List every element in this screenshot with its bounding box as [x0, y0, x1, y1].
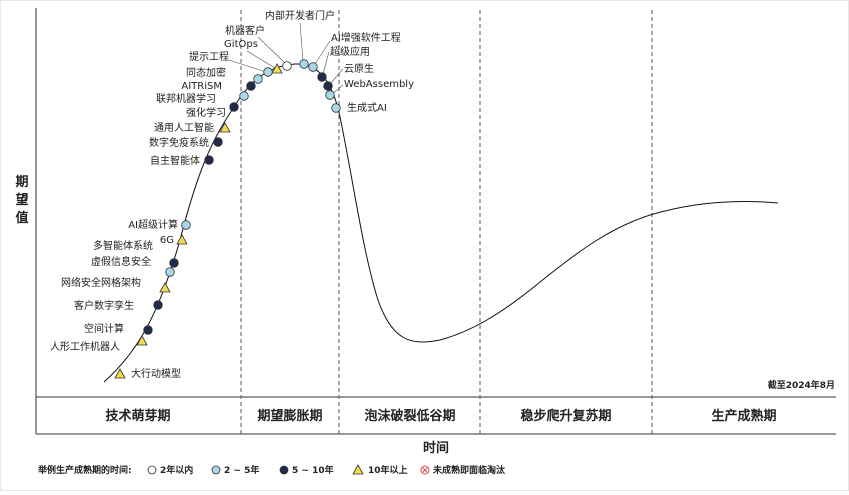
technology-label: 人形工作机器人 — [50, 340, 120, 353]
technology-marker — [181, 220, 191, 230]
phase-label-peak: 期望膨胀期 — [257, 408, 322, 424]
leader-line — [329, 68, 344, 85]
technology-label: AI增强软件工程 — [331, 31, 401, 44]
phase-label-trough: 泡沫破裂低谷期 — [364, 408, 455, 424]
technology-label: GitOps — [224, 39, 258, 50]
technology-label: 自主智能体 — [150, 154, 200, 167]
technology-label: 强化学习 — [186, 106, 226, 119]
legend-label-5: 未成熟即面临淘汰 — [432, 464, 506, 476]
phase-label-trigger: 技术萌芽期 — [105, 408, 170, 424]
legend-label-3: 5 ~ 10年 — [292, 464, 334, 476]
technology-marker — [114, 368, 126, 379]
technology-marker — [213, 137, 223, 147]
technology-label: 大行动模型 — [131, 367, 181, 380]
leader-line — [257, 36, 287, 65]
legend-marker-triangle — [352, 464, 364, 475]
technology-label: 内部开发者门户 — [265, 9, 335, 22]
legend-marker-circle-white — [147, 465, 157, 475]
technology-marker — [308, 62, 318, 72]
leader-line — [314, 40, 331, 65]
technology-label: 网络安全网格架构 — [61, 276, 141, 289]
phase-label-plateau: 生产成熟期 — [711, 408, 776, 424]
technology-marker — [159, 282, 171, 293]
technology-marker — [317, 72, 327, 82]
y-axis-label: 期 望 值 — [15, 175, 28, 226]
legend-marker-cross-circle — [420, 465, 430, 475]
technology-label: 客户数字孪生 — [74, 299, 134, 312]
technology-marker — [271, 63, 283, 74]
technology-label: WebAssembly — [344, 79, 414, 90]
technology-label: 多智能体系统 — [93, 239, 153, 252]
technology-label: 机器客户 — [225, 24, 265, 37]
technology-label: 联邦机器学习 — [156, 92, 216, 105]
hype-curve — [103, 63, 779, 383]
technology-label: AI超级计算 — [128, 218, 178, 231]
leader-line — [322, 51, 330, 75]
leader-line — [228, 59, 267, 73]
technology-marker — [229, 102, 239, 112]
legend-label-4: 10年以上 — [368, 464, 408, 476]
technology-marker — [323, 81, 333, 91]
technology-label: 同态加密 — [186, 66, 226, 79]
leader-line — [246, 50, 276, 69]
legend-title: 举例生产成熟期的时间: — [37, 464, 132, 476]
legend: 举例生产成熟期的时间: 2年以内 2 ~ 5年 5 ~ 10年 10年以上 未成… — [37, 464, 506, 476]
technology-marker — [143, 325, 153, 335]
technology-marker — [239, 91, 249, 101]
leader-line — [299, 22, 304, 62]
technology-label: AITRiSM — [181, 81, 222, 92]
technology-label: 生成式AI — [347, 101, 387, 114]
technology-marker — [325, 90, 335, 100]
technology-marker — [263, 67, 273, 77]
y-axis-label-char: 期 — [15, 175, 28, 190]
legend-label-2: 2 ~ 5年 — [224, 464, 259, 476]
legend-marker-circle-light — [211, 465, 221, 475]
phase-label-slope: 稳步爬升复苏期 — [520, 408, 611, 424]
legend-label-1: 2年以内 — [160, 464, 193, 476]
technology-markers — [114, 22, 344, 379]
technology-marker — [219, 122, 231, 133]
technology-marker — [136, 335, 148, 346]
technology-marker — [282, 61, 292, 71]
y-axis-label-char: 望 — [15, 192, 28, 208]
date-note: 截至2024年8月 — [768, 379, 835, 391]
technology-label: 云原生 — [344, 62, 374, 75]
technology-marker — [331, 103, 341, 113]
technology-label: 虚假信息安全 — [91, 255, 151, 268]
y-axis-label-char: 值 — [15, 210, 28, 226]
technology-marker — [169, 258, 179, 268]
technology-marker — [165, 267, 175, 277]
technology-marker — [253, 74, 263, 84]
technology-label: 数字免疫系统 — [149, 136, 209, 149]
technology-marker — [299, 59, 309, 69]
technology-marker — [153, 300, 163, 310]
technology-label: 6G — [160, 235, 174, 246]
technology-marker — [204, 155, 214, 165]
technology-label: 提示工程 — [189, 51, 229, 63]
x-axis-label: 时间 — [423, 440, 449, 456]
technology-marker — [176, 234, 188, 245]
technology-label: 通用人工智能 — [154, 121, 214, 134]
legend-marker-circle-dark — [279, 465, 289, 475]
technology-marker — [246, 81, 256, 91]
technology-label: 超级应用 — [330, 45, 370, 58]
technology-label: 空间计算 — [84, 322, 124, 335]
